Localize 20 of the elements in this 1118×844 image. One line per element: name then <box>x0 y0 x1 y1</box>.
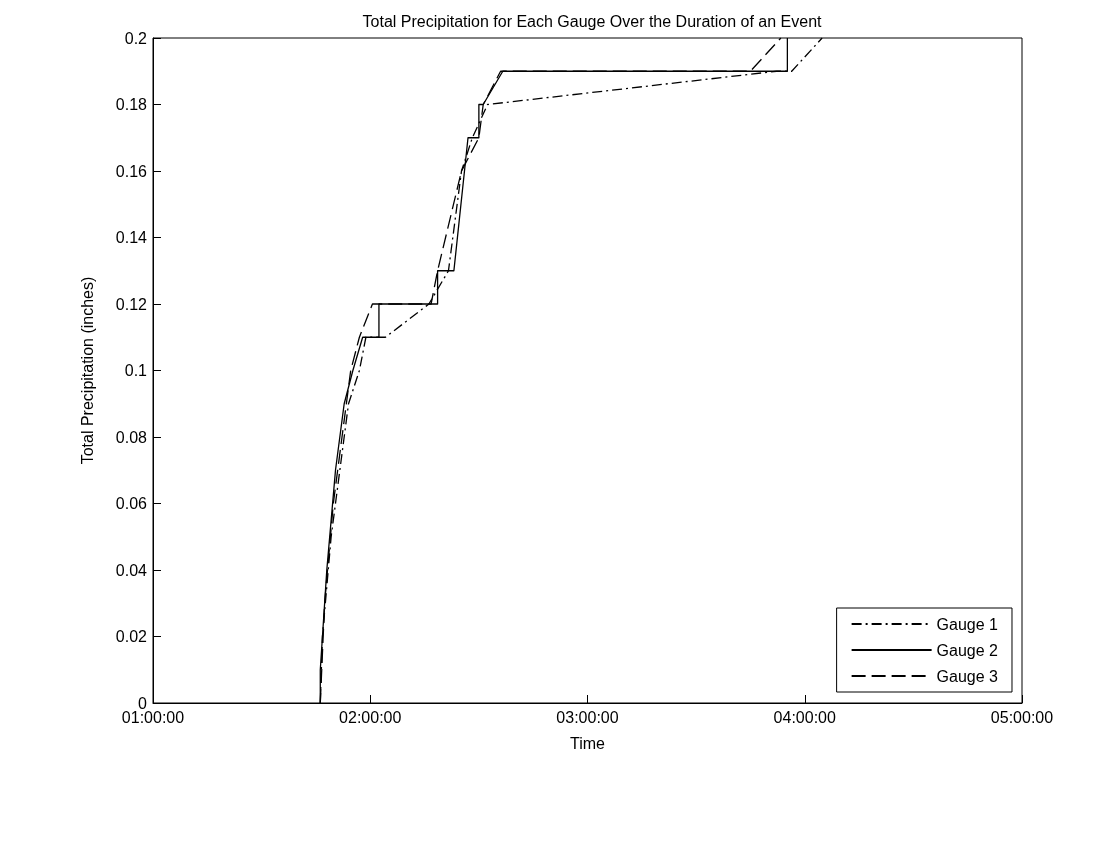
y-tick-label: 0.08 <box>115 428 148 446</box>
y-tick-label: 0.18 <box>115 96 148 113</box>
y-tick-label: 0.04 <box>115 561 148 579</box>
x-tick-label: 02:00:00 <box>339 708 402 726</box>
legend-label: Gauge 1 <box>936 615 999 633</box>
x-tick-label: 03:00:00 <box>556 708 619 726</box>
y-tick-label: 0.14 <box>115 229 148 246</box>
legend-label: Gauge 3 <box>936 667 999 685</box>
y-tick-label: 0.2 <box>124 29 148 47</box>
y-tick-label: 0.1 <box>124 362 148 379</box>
x-tick-label: 04:00:00 <box>773 708 836 726</box>
y-tick-label: 0.16 <box>115 162 148 180</box>
y-tick-label: 0.12 <box>115 295 148 313</box>
y-axis-title: Total Precipitation (inches) <box>78 276 96 465</box>
legend-label: Gauge 2 <box>936 641 999 659</box>
x-tick-label: 05:00:00 <box>990 708 1054 726</box>
x-axis-title: Time <box>570 734 606 752</box>
y-tick-label: 0.02 <box>115 628 148 645</box>
chart-title: Total Precipitation for Each Gauge Over the Duration of an Event <box>362 12 823 30</box>
y-tick-label: 0.06 <box>115 495 148 512</box>
